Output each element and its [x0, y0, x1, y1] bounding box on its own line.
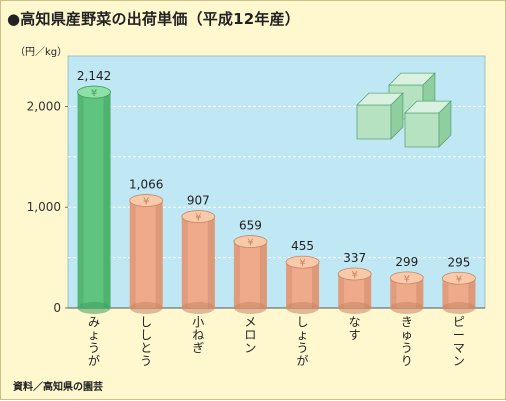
x-category-label: ししとう	[140, 315, 152, 368]
bar: ¥659	[233, 219, 268, 314]
bar-value-label: 2,142	[77, 69, 111, 83]
bar-value-label: 659	[239, 219, 262, 233]
bar-shade	[442, 278, 449, 308]
x-axis: みょうが ししとう 小ねぎ メロン しょうが なす きゅうり ピーマン	[88, 315, 465, 368]
cube-side	[438, 100, 452, 148]
bar-base	[181, 302, 215, 314]
bar-top	[181, 210, 216, 223]
x-category-label: ピーマン	[453, 315, 465, 368]
bar-base	[129, 302, 163, 314]
bar: ¥907	[181, 194, 216, 314]
yen-mark: ¥	[247, 238, 253, 249]
bar-value-label: 337	[343, 251, 366, 265]
bar-shade	[390, 277, 397, 308]
bar-top	[77, 85, 111, 99]
cube-front	[404, 112, 440, 148]
bar-shade	[181, 216, 188, 308]
cube-front	[356, 104, 392, 140]
bar: ¥2,142	[77, 69, 111, 314]
bar-shade	[129, 200, 136, 308]
cube	[404, 100, 452, 148]
bar-body	[233, 241, 267, 308]
source-note: 資料／高知県の園芸	[13, 382, 103, 393]
yen-mark: ¥	[91, 88, 97, 99]
bar-base	[77, 302, 111, 314]
bar-shade	[416, 277, 424, 308]
bar-value-label: 299	[395, 255, 418, 269]
y-tick-label: 0	[53, 301, 61, 315]
bar-shade	[338, 274, 345, 308]
bar-top	[129, 194, 164, 207]
chart-title: ●高知県産野菜の出荷単価（平成12年産）	[7, 10, 300, 28]
y-tick-label: 1,000	[27, 200, 61, 214]
bar-shade	[364, 274, 372, 308]
bar-body	[286, 262, 320, 308]
bar-top	[442, 271, 476, 285]
bar: ¥337	[337, 251, 372, 314]
yen-mark: ¥	[456, 274, 462, 285]
bar-shade	[207, 216, 215, 308]
bar-value-label: 907	[187, 194, 210, 208]
bar: ¥455	[285, 239, 320, 314]
bar-base	[442, 302, 476, 314]
bar-value-label: 295	[447, 255, 470, 269]
yen-mark: ¥	[143, 197, 149, 208]
bar-shade	[77, 92, 84, 309]
bar-base	[286, 302, 320, 314]
bar-value-label: 1,066	[129, 178, 163, 192]
yen-mark: ¥	[195, 213, 201, 224]
x-category-label: 小ねぎ	[192, 315, 204, 355]
bar-base	[233, 302, 267, 314]
bar-top	[285, 255, 320, 269]
cube-side	[390, 92, 404, 140]
bar-shade	[312, 262, 320, 308]
bar: ¥299	[389, 255, 424, 314]
bar-shade	[155, 200, 163, 308]
x-category-label: しょうが	[297, 315, 309, 368]
y-axis-unit-label: （円／kg）	[15, 47, 68, 58]
bar: ¥1,066	[129, 178, 163, 314]
yen-mark: ¥	[352, 270, 358, 281]
x-category-label: メロン	[244, 315, 256, 355]
bar-value-label: 455	[291, 239, 314, 253]
bar-shade	[259, 241, 267, 308]
y-tick-label: 2,000	[27, 99, 61, 113]
bar-shade	[468, 278, 476, 308]
bar-shade	[233, 241, 240, 308]
bar: ¥295	[442, 255, 476, 314]
bar-top	[389, 271, 424, 285]
bar-body	[129, 200, 163, 308]
bar-series: ¥2,142¥1,066¥907¥659¥455¥337¥299¥295	[77, 69, 476, 314]
x-category-label: きゅうり	[401, 315, 413, 368]
bar-body	[181, 216, 215, 308]
bar-body	[77, 92, 111, 309]
yen-mark: ¥	[404, 274, 410, 285]
bar-base	[390, 302, 424, 314]
cube-stack-icon	[356, 72, 452, 148]
bar-shade	[103, 92, 111, 309]
bar-top	[233, 235, 268, 248]
x-category-label: なす	[349, 315, 361, 342]
cube	[356, 92, 404, 140]
bar-base	[338, 302, 372, 314]
bar-top	[337, 267, 372, 281]
bar-shade	[286, 262, 293, 308]
x-category-label: みょうが	[88, 315, 100, 368]
yen-mark: ¥	[299, 258, 305, 269]
